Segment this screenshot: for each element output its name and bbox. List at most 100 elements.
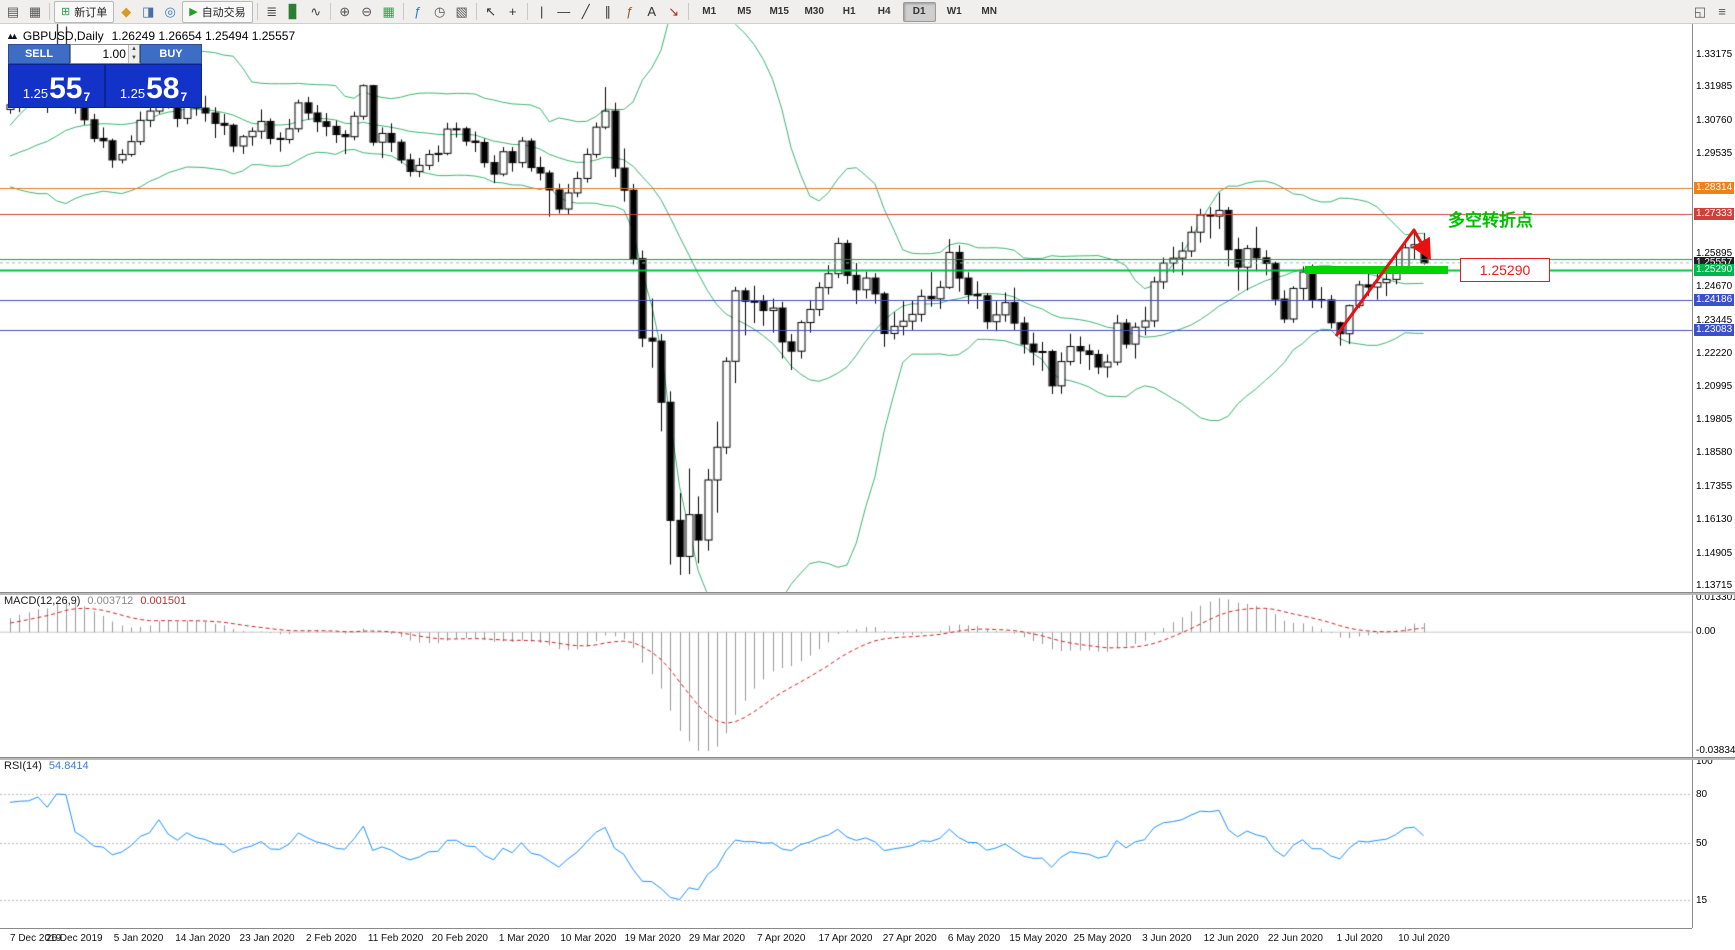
buy-price-sup: 7	[180, 90, 188, 104]
timeframe-m1[interactable]: M1	[702, 6, 717, 17]
axis-label-blue: 1.23083	[1694, 324, 1735, 337]
axis-tick-label: 15	[1696, 894, 1708, 906]
volume-down-icon[interactable]: ▼	[128, 54, 139, 63]
toolbar-separator	[402, 3, 404, 20]
zoom-out-icon[interactable]: ⊖	[361, 3, 373, 19]
line-chart-icon[interactable]: ∿	[310, 3, 322, 19]
axis-tick-label: 1.23445	[1696, 314, 1733, 326]
axis-tick-label: 100	[1696, 756, 1713, 767]
channel-icon[interactable]: ∥	[604, 3, 611, 19]
indicators-add-icon[interactable]: ƒ	[414, 4, 422, 19]
sell-button[interactable]: SELL	[8, 44, 70, 64]
axis-tick-label: 1.20995	[1696, 381, 1733, 393]
price-axis[interactable]: 1.33175 1.31985 1.30760 1.29535 1.28314 1.273…	[1692, 24, 1735, 928]
sell-price-sup: 7	[83, 90, 91, 104]
toolbar: ▤ ▦ ⊞ 新订单 ◆ ◨ ◎ ▶ 自动交易 ≣ ▊ ∿ ⊕ ⊖ ▦ ƒ ◷ ▧ ↖ + | ― ╱ ∥ ƒ A ↘ M1 M5 M15 M…	[0, 0, 1735, 24]
crosshair-icon[interactable]: +	[508, 4, 517, 19]
turning-point-text[interactable]: 多空转折点	[1448, 211, 1533, 230]
toolbar-right: ◱ ≡	[1689, 1, 1733, 23]
autotrading-button-icon: ▶	[189, 6, 198, 18]
templates-icon[interactable]: ▧	[455, 3, 468, 19]
buy-price-big: 58	[146, 72, 180, 105]
timeframe-m5[interactable]: M5	[737, 6, 752, 17]
chart-profiles-icon[interactable]: ▦	[28, 3, 42, 19]
vertical-line-icon[interactable]: |	[539, 4, 544, 19]
volume-field[interactable]: ▲ ▼	[70, 44, 140, 64]
panel-splitter[interactable]	[0, 757, 1735, 760]
rsi-name: RSI(14)	[4, 760, 42, 772]
date-label: 17 Apr 2020	[818, 933, 873, 944]
arrow-tool-icon[interactable]: ↘	[668, 3, 680, 19]
support-zone-bar[interactable]	[1305, 266, 1448, 274]
axis-tick-label: 1.22220	[1696, 347, 1733, 359]
date-label: 11 Feb 2020	[367, 933, 424, 944]
date-label: 27 Apr 2020	[882, 933, 937, 944]
buy-price-small: 1.25	[119, 86, 146, 101]
axis-label-red: 1.27333	[1694, 208, 1735, 221]
timeframe-w1[interactable]: W1	[946, 6, 962, 17]
axis-tick-label: 1.25895	[1696, 247, 1733, 259]
zoom-in-icon[interactable]: ⊕	[339, 3, 351, 19]
date-label: 3 Jun 2020	[1142, 933, 1192, 944]
axis-tick-label: 1.14905	[1696, 547, 1733, 559]
date-label: 22 Jun 2020	[1267, 933, 1323, 944]
new-order-button[interactable]: ⊞ 新订单	[54, 0, 115, 23]
date-label: 12 Jun 2020	[1203, 933, 1259, 944]
date-label: 23 Jan 2020	[239, 933, 295, 944]
timeframe-h4[interactable]: H4	[877, 6, 891, 17]
data-window-icon[interactable]: ◨	[142, 3, 155, 19]
bar-chart-icon[interactable]: ≣	[266, 3, 278, 19]
macd-signal-value: 0.001501	[140, 595, 187, 607]
buy-button[interactable]: BUY	[140, 44, 202, 64]
trendline-icon[interactable]: ╱	[581, 3, 590, 19]
timeframe-h1[interactable]: H1	[842, 6, 856, 17]
horizontal-line-icon[interactable]: ―	[557, 4, 571, 19]
price-level-box[interactable]: 1.25290	[1460, 258, 1550, 282]
volume-input[interactable]	[71, 46, 128, 62]
date-label: 1 Jul 2020	[1336, 933, 1383, 944]
axis-tick-label: 1.30760	[1696, 114, 1733, 126]
axis-tick-label: 1.24670	[1696, 281, 1733, 293]
new-order-button-label: 新订单	[74, 6, 108, 19]
autotrading-button-label: 自动交易	[201, 6, 246, 19]
time-axis[interactable]: 7 Dec 2019 26 Dec 2019 5 Jan 2020 14 Jan 20…	[0, 928, 1692, 950]
chart-title: ▲ GBPUSD,Daily 1.26249 1.26654 1.25494 1…	[6, 29, 295, 43]
volume-stepper[interactable]: ▲ ▼	[127, 45, 139, 63]
new-chart-icon[interactable]: ▤	[6, 3, 20, 19]
date-label: 29 Mar 2020	[688, 933, 746, 944]
date-label: 14 Jan 2020	[175, 933, 231, 944]
date-label: 20 Feb 2020	[431, 933, 488, 944]
volume-up-icon[interactable]: ▲	[128, 45, 139, 54]
candlestick-chart-icon[interactable]: ▊	[288, 3, 299, 19]
rsi-label: RSI(14) 54.8414	[4, 760, 89, 772]
panel-splitter[interactable]	[0, 592, 1735, 595]
axis-label-orange: 1.28314	[1694, 181, 1735, 194]
timeframe-d1[interactable]: D1	[902, 1, 936, 22]
text-tool-icon[interactable]: A	[647, 4, 657, 19]
market-watch-icon[interactable]: ◆	[121, 3, 132, 19]
new-order-button-icon: ⊞	[61, 6, 71, 18]
toolbar-menu-icon[interactable]: ≡	[1718, 4, 1726, 19]
chart-canvas[interactable]	[0, 0, 1692, 950]
fibonacci-icon[interactable]: ƒ	[626, 4, 634, 19]
date-label: 25 May 2020	[1073, 933, 1132, 944]
cursor-icon[interactable]: ↖	[485, 3, 497, 19]
axis-tick-label: 0.00	[1696, 626, 1716, 638]
timeframe-m30[interactable]: M30	[804, 6, 824, 17]
one-click-collapse-icon[interactable]: ▲	[10, 31, 19, 41]
periods-icon[interactable]: ◷	[434, 3, 446, 19]
autotrading-button[interactable]: ▶ 自动交易	[182, 0, 253, 23]
navigator-icon[interactable]: ◎	[164, 3, 176, 19]
date-label: 7 Apr 2020	[757, 933, 806, 944]
timeframe-mn[interactable]: MN	[981, 6, 997, 17]
date-label: 1 Mar 2020	[498, 933, 550, 944]
buy-price-button[interactable]: 1.25 58 7	[105, 64, 202, 108]
arrange-windows-icon[interactable]: ◱	[1693, 3, 1707, 19]
sell-price-button[interactable]: 1.25 55 7	[8, 64, 105, 108]
toolbar-separator	[49, 3, 50, 20]
date-label: 10 Mar 2020	[560, 933, 617, 944]
timeframe-m15[interactable]: M15	[769, 6, 789, 17]
axis-label-blue: 1.24186	[1694, 294, 1735, 307]
tile-windows-icon[interactable]: ▦	[382, 3, 395, 19]
